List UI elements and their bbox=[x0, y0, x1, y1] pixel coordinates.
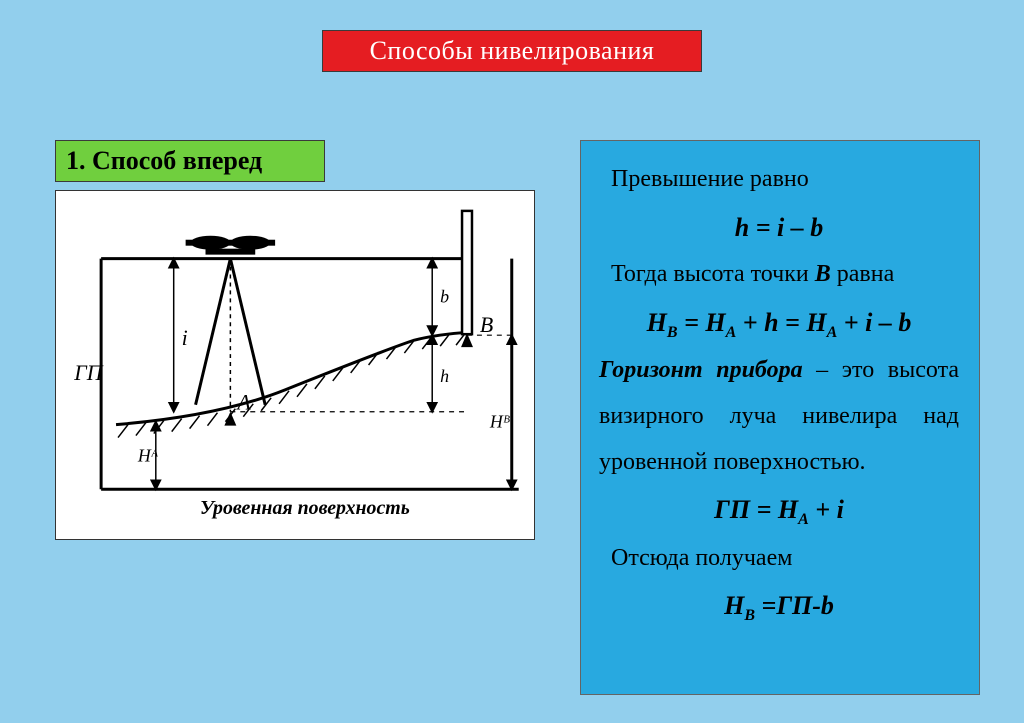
title-text: Способы нивелирования bbox=[370, 36, 655, 66]
panel-line3: Отсюда получаем bbox=[599, 536, 959, 582]
panel-eq1: h = i – b bbox=[599, 203, 959, 253]
leveling-rod bbox=[462, 211, 472, 334]
label-ha: Hᴬ bbox=[137, 445, 159, 465]
diagram-container: Уровенная поверхность bbox=[55, 190, 535, 540]
subtitle-banner: 1. Способ вперед bbox=[55, 140, 325, 182]
tripod bbox=[196, 259, 266, 412]
panel-gp-def: Горизонт прибора – это высота визирного … bbox=[599, 348, 959, 485]
title-banner: Способы нивелирования bbox=[322, 30, 702, 72]
diagram-caption: Уровенная поверхность bbox=[200, 497, 410, 519]
point-a-marker bbox=[224, 412, 236, 426]
label-gp: ГП bbox=[73, 361, 103, 385]
label-a: A bbox=[235, 391, 251, 415]
label-b-dim: b bbox=[440, 286, 449, 306]
panel-eq2: HB = HA + h = HA + i – b bbox=[599, 298, 959, 349]
level-instrument bbox=[186, 236, 275, 255]
label-hb: Hᴮ bbox=[489, 412, 511, 432]
label-b-point: B bbox=[480, 313, 493, 337]
panel-eq4: HB =ГП-b bbox=[599, 581, 959, 632]
label-h: h bbox=[440, 366, 449, 386]
panel-line1: Превышение равно bbox=[599, 157, 959, 203]
terrain-hatch bbox=[118, 332, 466, 437]
subtitle-text: 1. Способ вперед bbox=[66, 146, 262, 176]
panel-line2: Тогда высота точки В равна bbox=[599, 252, 959, 298]
panel-eq3: ГП = HA + i bbox=[599, 485, 959, 536]
leveling-diagram: Уровенная поверхность bbox=[56, 191, 534, 539]
formula-panel: Превышение равно h = i – b Тогда высота … bbox=[580, 140, 980, 695]
label-i: i bbox=[182, 326, 188, 350]
terrain-curve bbox=[116, 332, 469, 424]
